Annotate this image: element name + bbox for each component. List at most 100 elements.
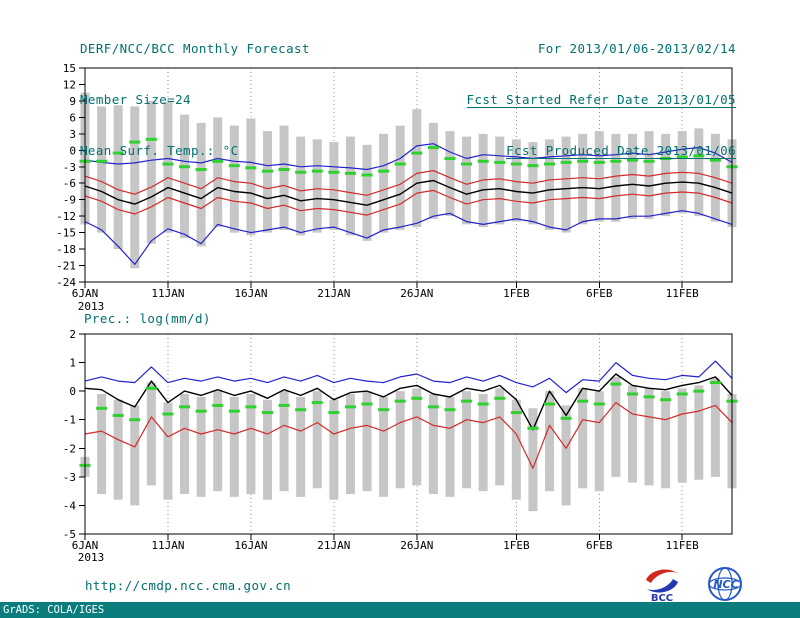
header-left: DERF/NCC/BCC Monthly Forecast Member Siz… — [80, 6, 310, 176]
fcst-produced-date: Fcst Produced Date 2013/01/06 — [506, 143, 736, 159]
svg-text:11FEB: 11FEB — [666, 287, 699, 300]
observation-dash — [610, 159, 622, 163]
ensemble-bar — [545, 139, 555, 230]
observation-dash — [577, 399, 589, 403]
ensemble-upper-blue — [84, 143, 733, 171]
ensemble-bar — [677, 388, 687, 483]
ensemble-bar — [395, 125, 405, 230]
observation-dash — [261, 411, 273, 415]
observation-dash — [693, 154, 705, 158]
svg-text:2013: 2013 — [78, 551, 105, 564]
ensemble-bar — [146, 382, 156, 486]
ensemble-bar — [163, 402, 173, 500]
ensemble-bar — [611, 133, 621, 222]
observation-dash — [344, 405, 356, 409]
ensemble-bar — [661, 133, 671, 217]
observation-dash — [709, 381, 721, 385]
ensemble-bar — [495, 136, 505, 225]
ensemble-bar — [412, 109, 422, 228]
ensemble-upper-blue — [84, 360, 733, 394]
svg-text:-4: -4 — [63, 499, 77, 512]
observation-dash — [626, 158, 638, 162]
observation-dash — [295, 408, 307, 412]
observation-dash — [494, 396, 506, 400]
axis-box — [84, 67, 733, 283]
ensemble-mean-black — [84, 179, 733, 206]
ensemble-bar — [180, 394, 190, 494]
app-title: DERF/NCC/BCC Monthly Forecast — [80, 41, 310, 56]
ensemble-bar — [130, 106, 140, 269]
observation-dash — [577, 159, 589, 163]
svg-text:6: 6 — [69, 111, 76, 124]
ensemble-bar — [213, 117, 223, 228]
svg-text:6FEB: 6FEB — [586, 539, 613, 552]
axis-box — [84, 333, 733, 535]
header-right: For 2013/01/06-2013/02/14 Fcst Started R… — [466, 6, 736, 176]
lower-spread-red — [84, 189, 733, 216]
ensemble-bar — [578, 388, 588, 489]
ncc-logo-text: NCC — [713, 578, 738, 591]
ensemble-bar — [97, 106, 107, 233]
observation-dash — [344, 171, 356, 175]
svg-text:6JAN: 6JAN — [72, 287, 99, 300]
observation-dash — [96, 406, 108, 410]
ensemble-bar — [296, 396, 306, 497]
observation-dash — [427, 146, 439, 150]
ensemble-bar — [561, 136, 571, 233]
svg-text:6JAN: 6JAN — [72, 539, 99, 552]
observation-dash — [643, 395, 655, 399]
observation-dash — [461, 162, 473, 166]
ensemble-bar — [246, 394, 256, 494]
member-size-label: Member Size=24 — [80, 92, 191, 107]
svg-text:11JAN: 11JAN — [151, 539, 184, 552]
ensemble-bar — [528, 408, 538, 512]
ensemble-bar — [312, 391, 322, 489]
observation-dash — [394, 162, 406, 166]
svg-text:-2: -2 — [63, 442, 76, 455]
ensemble-bar — [627, 133, 637, 219]
observation-dash — [145, 137, 157, 141]
observation-dash — [544, 402, 556, 406]
ensemble-bar — [113, 105, 123, 250]
ensemble-bar — [478, 394, 488, 492]
svg-text:-18: -18 — [56, 243, 76, 256]
ensemble-bar — [545, 391, 555, 492]
svg-text:2: 2 — [69, 328, 76, 341]
ensemble-bar — [462, 136, 472, 225]
observation-dash — [295, 170, 307, 174]
svg-text:1FEB: 1FEB — [503, 287, 530, 300]
ensemble-bar — [395, 391, 405, 489]
observation-dash — [527, 164, 539, 168]
forecast-period: For 2013/01/06-2013/02/14 — [537, 41, 736, 56]
observation-dash — [278, 168, 290, 172]
ensemble-bar — [279, 391, 289, 492]
observation-dash — [560, 416, 572, 420]
observation-dash — [378, 408, 390, 412]
observation-dash — [411, 396, 423, 400]
observation-dash — [709, 158, 721, 162]
ensemble-bar — [163, 102, 173, 233]
observation-dash — [328, 170, 340, 174]
svg-text:21JAN: 21JAN — [317, 539, 350, 552]
observation-dash — [593, 402, 605, 406]
observation-dash — [378, 169, 390, 173]
ensemble-bar — [362, 144, 372, 241]
ensemble-bar — [644, 131, 654, 219]
svg-text:-3: -3 — [63, 471, 76, 484]
observation-dash — [195, 409, 207, 413]
observation-dash — [228, 409, 240, 413]
svg-text:15: 15 — [63, 62, 76, 75]
observation-dash — [477, 402, 489, 406]
observation-dash — [129, 418, 141, 422]
observation-dash — [212, 403, 224, 407]
ensemble-bar — [495, 388, 505, 486]
svg-text:16JAN: 16JAN — [234, 287, 267, 300]
svg-text:12: 12 — [63, 78, 76, 91]
observation-dash — [560, 160, 572, 164]
source-url: http://cmdp.ncc.cma.gov.cn — [85, 578, 292, 593]
svg-text:11FEB: 11FEB — [666, 539, 699, 552]
bcc-logo-icon: BCC — [646, 569, 678, 603]
prec-chart-title: Prec.: log(mm/d) — [84, 311, 211, 326]
svg-text:3: 3 — [69, 128, 76, 141]
